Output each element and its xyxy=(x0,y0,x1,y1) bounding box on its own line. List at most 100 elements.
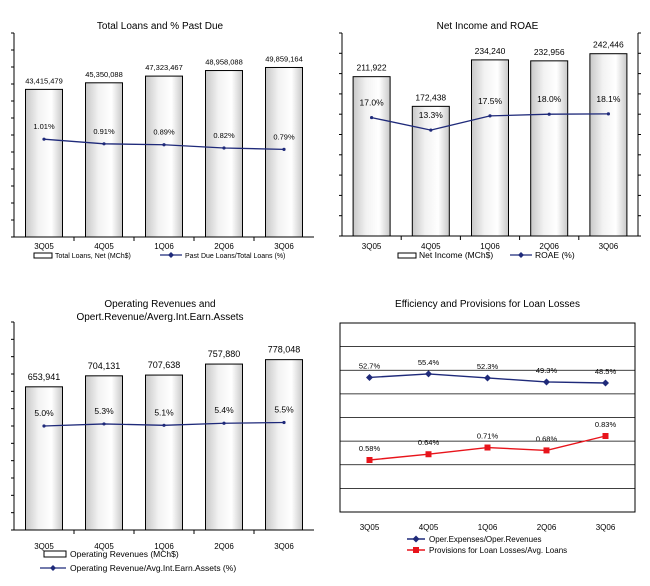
line-point xyxy=(42,137,46,141)
x-tick-label: 2Q06 xyxy=(214,242,234,251)
legend-label: Oper.Expenses/Oper.Revenues xyxy=(429,535,542,544)
line-data-label: 5.3% xyxy=(94,406,114,416)
legend-marker xyxy=(412,535,420,543)
bar-data-label: 242,446 xyxy=(593,40,624,50)
legend-marker-line xyxy=(518,252,524,258)
line-point xyxy=(282,147,286,151)
bar xyxy=(411,105,450,237)
chart-operating-revenues: Operating Revenues and Opert.Revenue/Ave… xyxy=(0,290,320,586)
bar xyxy=(265,66,303,238)
bar-data-label: 707,638 xyxy=(148,360,181,370)
line-data-label: 17.0% xyxy=(360,98,385,108)
line-data-label: 52.7% xyxy=(359,361,381,370)
line-data-label: 13.3% xyxy=(419,110,444,120)
x-tick-label: 4Q05 xyxy=(94,542,114,551)
legend-label-bar: Operating Revenues (MCh$) xyxy=(70,549,179,559)
line-data-label: 5.0% xyxy=(34,408,54,418)
line-point xyxy=(425,451,432,458)
line-data-label: 17.5% xyxy=(478,96,503,106)
x-tick-label: 2Q06 xyxy=(537,523,557,532)
chart-title: Net Income and ROAE xyxy=(436,21,539,32)
line-point xyxy=(543,378,550,386)
x-tick-label: 1Q06 xyxy=(154,542,174,551)
legend-swatch-bar xyxy=(33,252,53,259)
line-point xyxy=(366,457,373,463)
x-tick-label: 3Q06 xyxy=(274,542,294,551)
line-data-label: 0.89% xyxy=(153,128,175,137)
line-data-label: 5.1% xyxy=(154,407,174,417)
bar-data-label: 653,941 xyxy=(28,372,61,382)
chart-net-income-svg: 211,922 3Q05 172,438 4Q05 234,240 1Q06 232,956… xyxy=(339,32,641,260)
bar-data-label: 47,323,467 xyxy=(145,63,183,72)
chart-title: Operating Revenues and Opert.Revenue/Ave… xyxy=(76,299,244,323)
chart-title: Efficiency and Provisions for Loan Losse… xyxy=(395,299,580,310)
line-data-label: 0.83% xyxy=(595,420,617,429)
bar-data-label: 234,240 xyxy=(475,46,506,56)
line-point xyxy=(602,433,609,439)
line-data-label: 0.91% xyxy=(93,127,115,136)
line-data-label: 0.79% xyxy=(273,132,295,141)
x-tick-label: 4Q05 xyxy=(421,242,441,251)
legend-swatch-bar xyxy=(397,252,417,259)
legend-label: Provisions for Loan Losses/Avg. Loans xyxy=(429,546,567,555)
line-data-label: 0.58% xyxy=(359,444,381,453)
bar-data-label: 757,880 xyxy=(208,349,241,359)
x-tick-label: 3Q06 xyxy=(599,242,619,251)
x-tick-label: 4Q05 xyxy=(94,242,114,251)
chart-total-loans-svg: 43,415,479 3Q05 45,350,088 4Q05 47,323,467 1Q… xyxy=(11,32,314,260)
line-data-label: 18.1% xyxy=(596,94,621,104)
bar-data-label: 172,438 xyxy=(415,92,446,102)
line-data-label: 49.3% xyxy=(536,366,558,375)
line-point xyxy=(102,142,106,146)
line-point xyxy=(425,370,432,378)
line-data-label: 0.82% xyxy=(213,131,235,140)
x-tick-label: 3Q05 xyxy=(360,523,380,532)
line-data-label: 1.01% xyxy=(33,122,55,131)
x-tick-label: 4Q05 xyxy=(419,523,439,532)
x-tick-label: 3Q05 xyxy=(34,242,54,251)
chart-efficiency-svg: 52.7% 55.4% 52.3% 49.3% 48.5% 0.58% 0.64% 0.71%… xyxy=(339,322,636,555)
legend-label-bar: Net Income (MCh$) xyxy=(419,250,493,260)
legend-label-bar: Total Loans, Net (MCh$) xyxy=(55,253,131,260)
bar xyxy=(205,70,243,238)
legend-label-line: Past Due Loans/Total Loans (%) xyxy=(185,253,285,260)
line-point xyxy=(484,374,491,382)
chart-total-loans: Total Loans and % Past Due 43,415,479 3Q0… xyxy=(0,0,320,275)
line-point xyxy=(429,128,433,132)
bar xyxy=(530,60,569,237)
bar-data-label: 48,958,088 xyxy=(205,58,243,67)
bar-data-label: 232,956 xyxy=(534,47,565,57)
x-tick-label: 2Q06 xyxy=(539,242,559,251)
bar xyxy=(471,59,509,237)
line-point xyxy=(162,423,166,427)
bar xyxy=(145,75,183,238)
bar-data-label: 43,415,479 xyxy=(25,76,63,85)
legend-marker-line xyxy=(50,565,56,571)
line-point xyxy=(162,143,166,147)
x-tick-label: 3Q06 xyxy=(274,242,294,251)
bar xyxy=(145,374,183,531)
line-data-label: 0.71% xyxy=(477,432,499,441)
bar-data-label: 211,922 xyxy=(357,63,387,73)
line-data-label: 5.5% xyxy=(274,405,294,415)
bar-data-label: 45,350,088 xyxy=(85,70,123,79)
line-data-label: 5.4% xyxy=(214,405,234,415)
legend-marker xyxy=(413,547,419,553)
line-point xyxy=(484,444,491,451)
line-data-label: 48.5% xyxy=(595,367,617,376)
line-point xyxy=(42,424,46,428)
x-tick-label: 3Q06 xyxy=(596,523,616,532)
x-tick-label: 2Q06 xyxy=(214,542,234,551)
line-point xyxy=(370,115,374,120)
bar xyxy=(205,363,243,531)
bar xyxy=(265,359,303,531)
line-point xyxy=(366,373,373,381)
line-point xyxy=(102,422,106,426)
bar xyxy=(85,82,123,238)
legend-marker-line xyxy=(168,252,174,258)
line-point xyxy=(602,379,609,387)
chart-efficiency: Efficiency and Provisions for Loan Losse… xyxy=(325,290,650,586)
bar-data-label: 778,048 xyxy=(268,345,301,355)
bar xyxy=(25,88,63,238)
bar xyxy=(589,53,628,237)
